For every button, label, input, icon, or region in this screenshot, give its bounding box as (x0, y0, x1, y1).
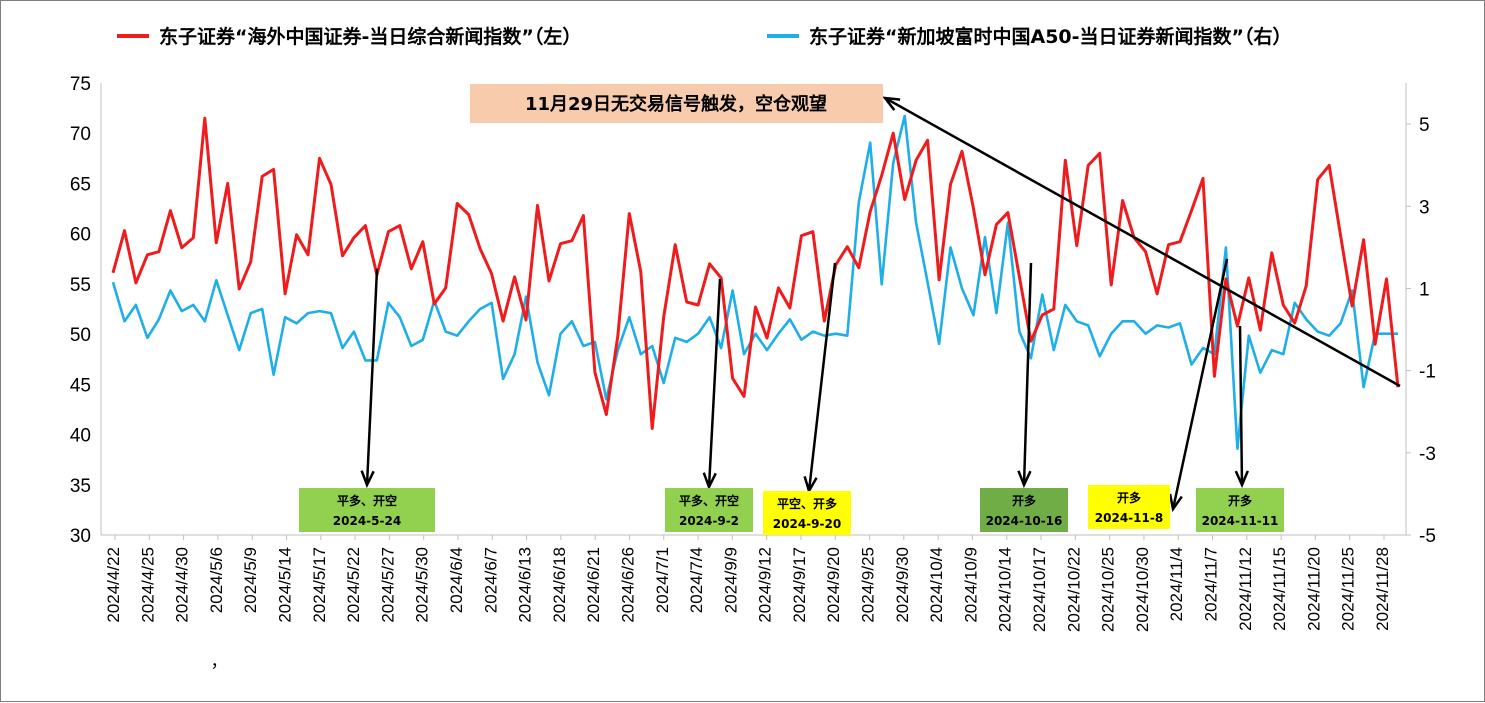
x-tick-label: 2024/11/4 (1167, 547, 1186, 621)
chart-legend: 东子证券“海外中国证券-当日综合新闻指数”（左） 东子证券“新加坡富时中国A50-… (117, 25, 1292, 48)
signal-box-2 (665, 488, 753, 532)
x-tick-label: 2024/7/4 (687, 547, 706, 613)
notice-label: 11月29日无交易信号触发，空仓观望 (525, 93, 827, 115)
y-left-tick-label: 40 (70, 426, 91, 447)
x-tick-label: 2024/11/20 (1304, 547, 1323, 631)
signal-date-label: 2024-11-11 (1202, 514, 1279, 528)
x-tick-label: 2024/7/1 (653, 547, 672, 613)
y-right-tick-label: 5 (1419, 115, 1430, 136)
signal-arrowhead-5 (1168, 493, 1183, 513)
x-tick-label: 2024/11/25 (1339, 547, 1358, 631)
x-tick-label: 2024/10/9 (961, 547, 980, 623)
x-tick-label: 2024/9/25 (859, 547, 878, 623)
signal-box-4 (980, 488, 1068, 532)
y-left-tick-label: 65 (70, 174, 91, 195)
signal-action-label: 开多 (1117, 490, 1141, 505)
x-tick-label: 2024/9/30 (893, 547, 912, 623)
chart-series-lines (111, 114, 1400, 451)
x-tick-label: 2024/9/20 (824, 547, 843, 623)
x-tick-label: 2024/6/7 (481, 547, 500, 613)
stray-comma-mark: ， (211, 652, 228, 671)
notice-box (470, 84, 883, 123)
signal-annotations: 平多、开空 2024-5-24 平多、开空 2024-9-2 平空、开多 2024-9-2… (299, 84, 1284, 535)
x-tick-label: 2024/6/18 (550, 547, 569, 623)
signal-date-label: 2024-9-2 (679, 514, 739, 528)
x-tick-label: 2024/5/14 (275, 547, 294, 623)
x-tick-label: 2024/10/22 (1064, 547, 1083, 632)
x-tick-label: 2024/5/17 (310, 547, 329, 623)
legend-label-1: 东子证券“海外中国证券-当日综合新闻指数”（左） (159, 25, 581, 48)
signal-arrow-line-1 (365, 268, 379, 486)
y-right-tick-label: 3 (1419, 197, 1430, 218)
signal-action-label: 开多 (1228, 493, 1252, 508)
y-right-tick-label: -3 (1419, 444, 1436, 465)
y-left-tick-label: 70 (70, 124, 91, 145)
signal-action-label: 平空、开多 (777, 496, 837, 511)
signal-box-3 (763, 491, 851, 535)
y-right-tick-label: -1 (1419, 362, 1436, 383)
signal-arrowhead-6 (1234, 470, 1249, 489)
signal-arrowhead-7 (882, 96, 901, 111)
y-right-tick-label: -5 (1419, 526, 1436, 547)
x-tick-label: 2024/10/30 (1133, 547, 1152, 632)
x-tick-label: 2024/10/4 (927, 547, 946, 623)
signal-date-label: 2024-11-8 (1095, 511, 1163, 525)
x-tick-label: 2024/5/22 (344, 547, 363, 623)
legend-label-2: 东子证券“新加坡富时中国A50-当日证券新闻指数”（右） (809, 25, 1292, 48)
series-line-left (111, 116, 1400, 430)
signal-arrowhead-4 (1017, 470, 1032, 489)
x-tick-label: 2024/10/25 (1099, 547, 1118, 632)
signal-arrow-line-2 (707, 278, 722, 488)
x-tick-label: 2024/6/13 (516, 547, 535, 623)
x-tick-label: 2024/9/17 (790, 547, 809, 623)
series-line-right (111, 114, 1398, 451)
x-tick-label: 2024/9/9 (721, 547, 740, 613)
x-tick-label: 2024/5/27 (378, 547, 397, 623)
x-tick-label: 2024/11/15 (1270, 547, 1289, 631)
y-left-tick-label: 75 (70, 74, 91, 95)
x-tick-label: 2024/10/14 (996, 547, 1015, 632)
signal-action-label: 平多、开空 (337, 493, 397, 508)
y-left-tick-label: 30 (70, 526, 91, 547)
signal-arrowhead-2 (702, 472, 717, 491)
signal-date-label: 2024-10-16 (986, 514, 1063, 528)
x-tick-label: 2024/6/4 (447, 547, 466, 613)
signal-arrow-line-3 (807, 262, 837, 492)
signal-box-6 (1196, 488, 1284, 532)
x-tick-label: 2024/6/21 (584, 547, 603, 623)
y-left-tick-label: 50 (70, 325, 91, 346)
x-tick-label: 2024/5/6 (207, 547, 226, 613)
y-left-tick-label: 60 (70, 225, 91, 246)
x-tick-label: 2024/9/12 (756, 547, 775, 623)
x-tick-label: 2024/11/28 (1373, 547, 1392, 631)
signal-box-1 (299, 488, 435, 532)
signal-arrow-line-5 (1171, 258, 1229, 510)
signal-action-label: 开多 (1012, 493, 1036, 508)
x-tick-label: 2024/4/30 (173, 547, 192, 623)
x-tick-label: 2024/5/30 (413, 547, 432, 623)
signal-box-5 (1088, 485, 1170, 529)
signal-date-label: 2024-5-24 (333, 514, 401, 528)
signal-arrow-line-7 (884, 96, 1401, 388)
signal-arrow-line-4 (1022, 262, 1033, 486)
x-tick-label: 2024/4/22 (104, 547, 123, 623)
x-tick-label: 2024/4/25 (138, 547, 157, 623)
y-left-tick-label: 35 (70, 476, 91, 497)
signal-arrowhead-1 (360, 470, 375, 489)
signal-action-label: 平多、开空 (679, 493, 739, 508)
y-left-tick-label: 45 (70, 375, 91, 396)
y-right-tick-label: 1 (1419, 279, 1430, 300)
y-left-tick-label: 55 (70, 275, 91, 296)
x-tick-label: 2024/11/7 (1202, 547, 1221, 621)
x-tick-label: 2024/6/26 (618, 547, 637, 623)
x-tick-label: 2024/10/17 (1030, 547, 1049, 632)
signal-date-label: 2024-9-20 (773, 517, 841, 531)
signal-arrow-line-6 (1238, 325, 1244, 486)
x-tick-label: 2024/11/12 (1236, 547, 1255, 631)
x-tick-label: 2024/5/9 (241, 547, 260, 613)
